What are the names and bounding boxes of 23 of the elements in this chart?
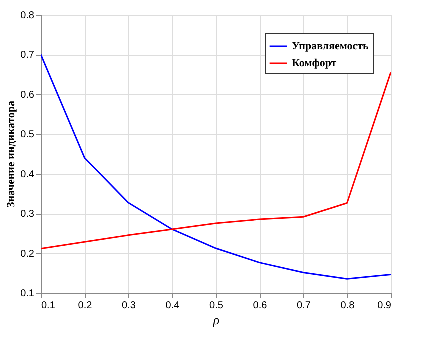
legend-label: Управляемость — [292, 40, 370, 52]
x-tick-label: 0.8 — [340, 300, 356, 312]
x-tick-label: 0.1 — [42, 300, 56, 312]
x-tick-label: 0.3 — [122, 300, 136, 312]
y-tick-label: 0.6 — [20, 90, 35, 101]
y-tick-label: 0.7 — [20, 50, 35, 62]
y-tick-label: 0.2 — [20, 248, 35, 260]
y-tick-label: 0.1 — [20, 288, 35, 300]
line-series — [41, 54, 391, 280]
y-tick-label: 0.3 — [20, 209, 35, 220]
y-axis-title: Значение индикатора — [6, 100, 18, 208]
x-tick-label: 0.6 — [253, 300, 268, 312]
x-tick-label: 0.7 — [297, 300, 312, 312]
y-tick-label: 0.5 — [20, 130, 35, 141]
y-tick-label: 0.8 — [20, 10, 35, 22]
x-tick-label: 0.5 — [210, 300, 224, 312]
y-tick-label: 0.4 — [20, 169, 35, 180]
line-series — [41, 72, 391, 250]
legend-label: Комфорт — [292, 58, 338, 70]
x-tick-label: 0.4 — [166, 300, 180, 312]
x-tick-label: 0.9 — [378, 300, 392, 312]
x-tick-label: 0.2 — [78, 300, 93, 312]
x-axis-title: ρ — [212, 312, 220, 328]
